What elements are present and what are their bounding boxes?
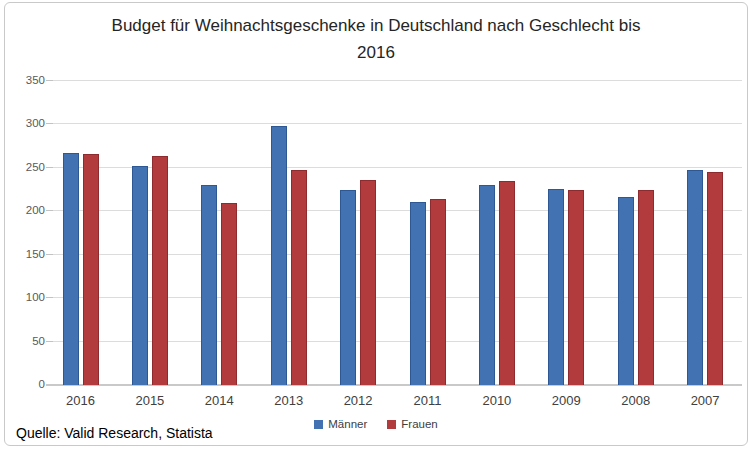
x-axis-label-2011: 2011 [396,393,460,408]
chart-title: Budget für Weihnachtsgeschenke in Deutsc… [5,12,747,66]
legend-label-frauen: Frauen [401,418,437,430]
legend-item-maenner: Männer [314,418,367,430]
y-axis-label-0: 0 [7,378,45,390]
legend-label-maenner: Männer [328,418,367,430]
bar-frauen-2010 [499,181,515,385]
bar-männer-2014 [201,185,217,385]
bar-männer-2012 [340,190,356,385]
bar-frauen-2009 [568,190,584,385]
x-axis-label-2015: 2015 [118,393,182,408]
y-axis-label-50: 50 [7,335,45,347]
source-text: Quelle: Valid Research, Statista [16,425,213,441]
bar-männer-2016 [63,153,79,385]
bar-frauen-2011 [430,199,446,385]
x-axis-label-2013: 2013 [257,393,321,408]
bar-männer-2010 [479,185,495,385]
y-axis-label-300: 300 [7,117,45,129]
y-axis-label-200: 200 [7,204,45,216]
x-axis-label-2008: 2008 [604,393,668,408]
chart-title-line1: Budget für Weihnachtsgeschenke in Deutsc… [5,12,747,39]
gridline-350 [53,80,742,81]
legend-swatch-maenner-icon [314,420,323,429]
x-axis-label-2009: 2009 [534,393,598,408]
bar-frauen-2008 [638,190,654,385]
bar-frauen-2015 [152,156,168,385]
bar-männer-2013 [271,126,287,385]
bar-männer-2015 [132,166,148,385]
bar-frauen-2016 [83,154,99,385]
legend-swatch-frauen-icon [387,420,396,429]
y-axis-label-250: 250 [7,161,45,173]
bar-frauen-2014 [221,203,237,385]
bar-frauen-2007 [707,172,723,385]
bar-frauen-2012 [360,180,376,385]
y-axis-label-100: 100 [7,291,45,303]
x-axis-label-2007: 2007 [673,393,737,408]
gridline-300 [53,123,742,124]
chart-frame: Budget für Weihnachtsgeschenke in Deutsc… [4,2,748,446]
x-axis-label-2014: 2014 [187,393,251,408]
legend-item-frauen: Frauen [387,418,437,430]
plot-area [53,81,742,385]
x-axis-label-2012: 2012 [326,393,390,408]
x-axis-label-2016: 2016 [49,393,113,408]
y-axis-label-150: 150 [7,248,45,260]
chart-title-line2: 2016 [5,39,747,66]
bar-männer-2007 [687,170,703,385]
bar-frauen-2013 [291,170,307,385]
bar-männer-2008 [618,197,634,385]
y-axis-label-350: 350 [7,74,45,86]
bar-männer-2011 [410,202,426,385]
x-axis-label-2010: 2010 [465,393,529,408]
bar-männer-2009 [548,189,564,385]
